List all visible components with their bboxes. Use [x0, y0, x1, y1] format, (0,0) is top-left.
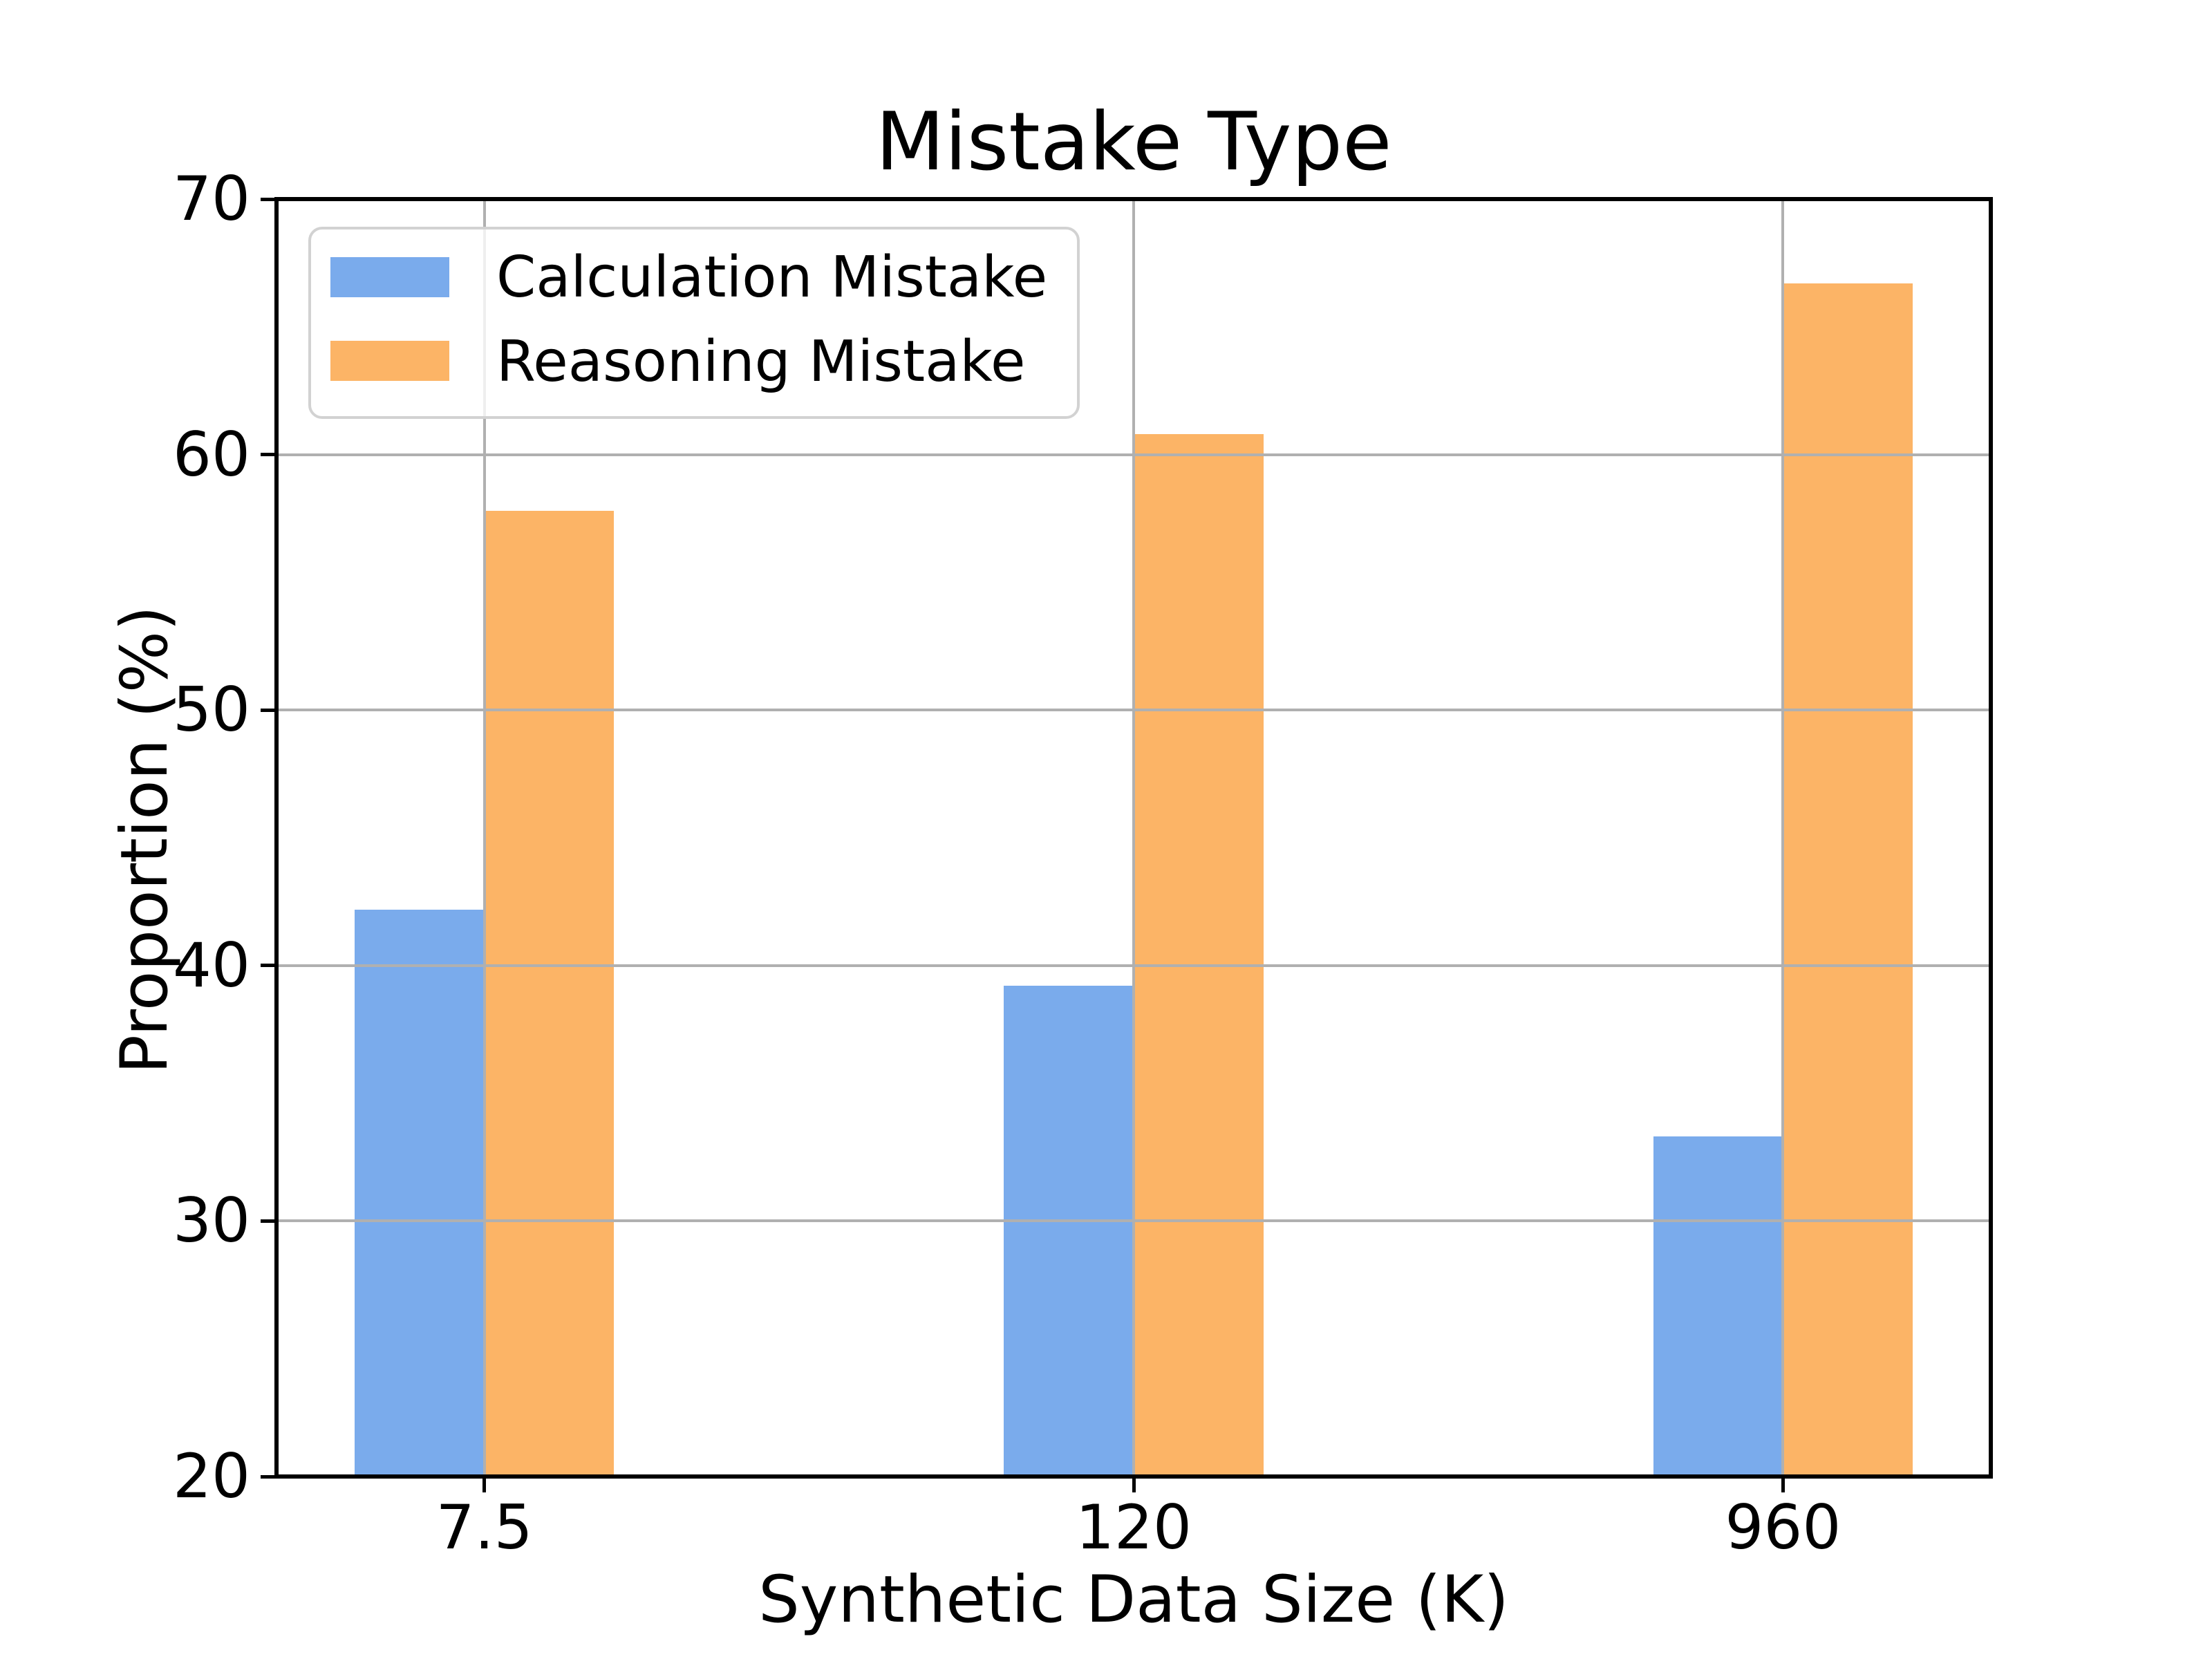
- x-tick-960: [1781, 1479, 1785, 1492]
- bar-reasoning-mistake-960: [1783, 283, 1913, 1477]
- x-tick-label-960: 960: [1725, 1492, 1841, 1563]
- y-tick-label-70: 70: [173, 163, 250, 234]
- bar-calculation-mistake-7.5: [354, 909, 485, 1477]
- legend: Calculation Mistake Reasoning Mistake: [308, 227, 1080, 419]
- x-tick-label-120: 120: [1076, 1492, 1192, 1563]
- bar-reasoning-mistake-7.5: [484, 510, 615, 1477]
- y-tick-label-50: 50: [173, 674, 250, 746]
- axis-spine-left: [274, 197, 279, 1479]
- gridline-x-7.5: [482, 199, 486, 1477]
- axis-spine-top: [274, 197, 1993, 201]
- y-tick-label-30: 30: [173, 1185, 250, 1257]
- gridline-x-960: [1781, 199, 1785, 1477]
- y-axis-label: Proportion (%): [107, 606, 182, 1074]
- x-tick-120: [1132, 1479, 1136, 1492]
- y-tick-20: [261, 1474, 274, 1479]
- legend-swatch-calculation-mistake: [330, 257, 449, 297]
- chart-title: Mistake Type: [875, 95, 1392, 189]
- y-tick-60: [261, 453, 274, 457]
- y-tick-40: [261, 964, 274, 968]
- x-tick-label-7.5: 7.5: [435, 1492, 533, 1563]
- y-tick-30: [261, 1219, 274, 1223]
- x-tick-7.5: [482, 1479, 487, 1492]
- y-tick-label-60: 60: [173, 418, 250, 490]
- y-tick-label-20: 20: [173, 1441, 250, 1512]
- legend-swatch-reasoning-mistake: [330, 341, 449, 381]
- x-axis-label: Synthetic Data Size (K): [758, 1562, 1509, 1638]
- bar-reasoning-mistake-120: [1134, 434, 1264, 1477]
- y-tick-50: [261, 708, 274, 712]
- axis-spine-bottom: [274, 1474, 1993, 1479]
- axis-spine-right: [1989, 197, 1993, 1479]
- plot-area: [261, 197, 1993, 1492]
- legend-label-calculation-mistake: Calculation Mistake: [496, 245, 1048, 310]
- legend-label-reasoning-mistake: Reasoning Mistake: [496, 329, 1026, 395]
- y-tick-label-40: 40: [173, 929, 250, 1001]
- y-tick-70: [261, 197, 274, 201]
- gridline-x-120: [1132, 199, 1135, 1477]
- bar-calculation-mistake-120: [1004, 986, 1134, 1477]
- bar-calculation-mistake-960: [1653, 1136, 1783, 1477]
